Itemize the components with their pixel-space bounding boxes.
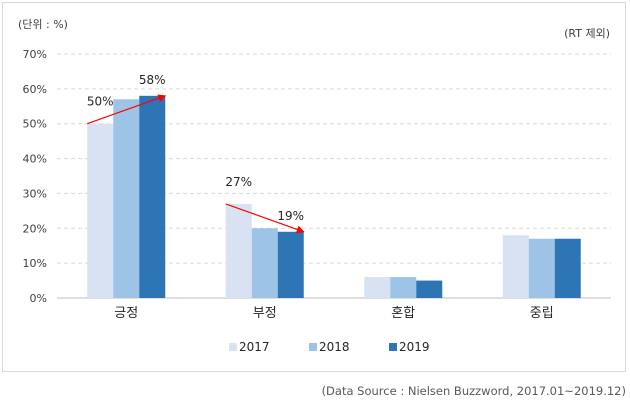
bar [225,203,252,298]
legend-label: 2017 [239,340,270,354]
bar [416,280,443,298]
bar [139,95,166,298]
bar [390,277,417,298]
data-label: 58% [139,73,166,87]
data-label: 50% [87,95,114,109]
bar [251,228,278,298]
annotations: 50% 58% 27% 19% [87,73,305,234]
bar [113,99,140,298]
trend-arrow [87,94,167,125]
y-tick-label: 30% [23,187,47,200]
data-label: 19% [277,209,304,223]
y-axis: 0% 10% 20% 30% 40% 50% 60% 70% [23,48,47,305]
data-label: 27% [225,175,252,189]
data-source-note: (Data Source : Nielsen Buzzword, 2017.01… [321,384,626,398]
y-tick-label: 40% [23,153,47,166]
trend-arrow [225,203,305,234]
bar [554,238,581,298]
bar [277,231,304,298]
x-tick-label: 혼합 [391,306,415,321]
x-tick-label: 중립 [530,306,554,321]
y-tick-label: 50% [23,118,47,131]
y-tick-label: 0% [30,292,47,305]
legend-swatch [229,343,237,351]
bar [528,238,555,298]
legend-label: 2018 [319,340,350,354]
bars [87,95,581,298]
x-tick-label: 부정 [253,306,277,321]
y-tick-label: 10% [23,257,47,270]
bar [502,235,529,298]
legend-swatch [389,343,397,351]
legend-swatch [309,343,317,351]
x-tick-label: 긍정 [114,306,138,321]
legend: 2017 2018 2019 [229,340,430,354]
bar [364,277,391,298]
x-axis: 긍정 부정 혼합 중립 [114,306,553,321]
bar [87,123,114,298]
y-tick-label: 20% [23,222,47,235]
legend-label: 2019 [399,340,430,354]
unit-note: (단위 : %) [18,18,68,31]
y-tick-label: 70% [23,48,47,61]
exclusion-note: (RT 제외) [564,27,610,40]
y-tick-label: 60% [23,83,47,96]
